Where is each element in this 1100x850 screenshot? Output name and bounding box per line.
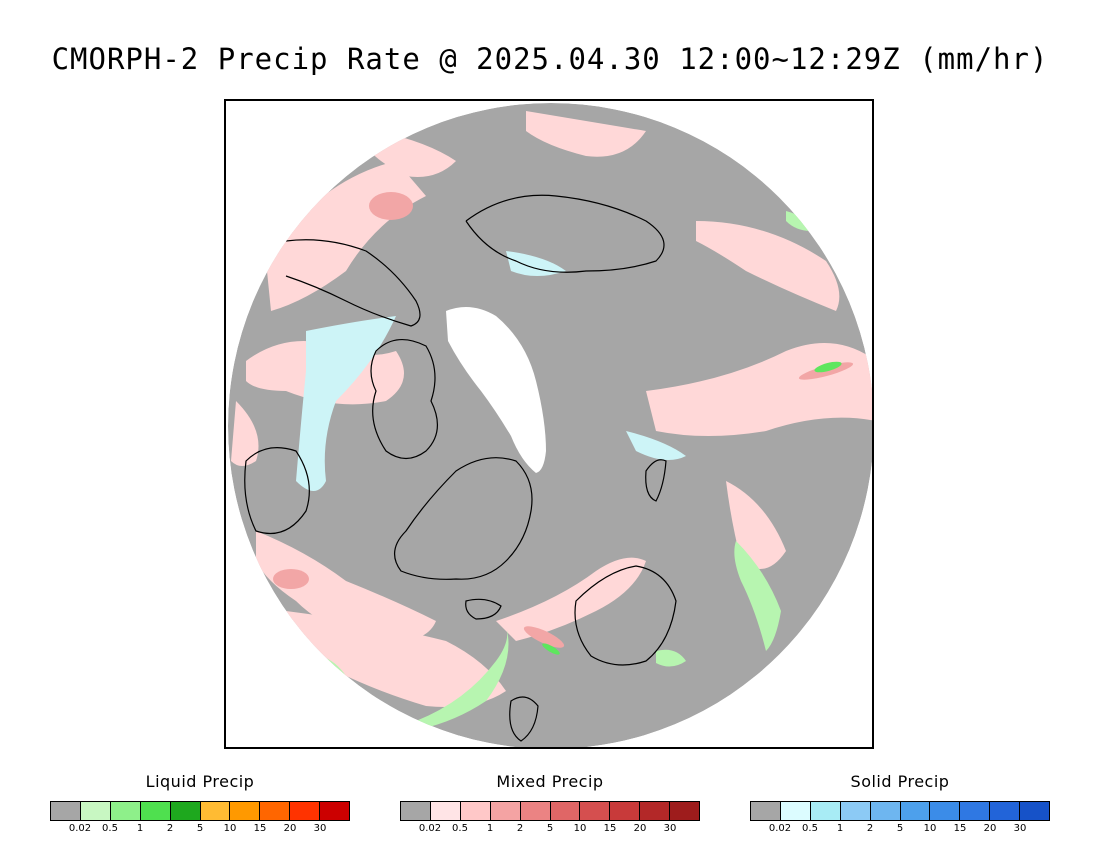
legend-swatch	[751, 802, 781, 820]
legend-title: Mixed Precip	[496, 772, 604, 791]
legend-tick-label: 15	[253, 823, 267, 834]
legend-tick-label: 1	[836, 823, 844, 834]
legend-liquid: Liquid Precip 0.02 0.5 1 2 5 10 15 20 30	[50, 772, 350, 835]
legend-colorbar	[400, 801, 700, 821]
legend-swatch	[870, 802, 901, 820]
siberia-coast	[465, 194, 665, 273]
legend-tick-label: 0.02	[418, 823, 442, 834]
legend-swatch	[960, 802, 991, 820]
legend-tick-label: 0.02	[68, 823, 92, 834]
map-frame	[224, 99, 874, 749]
legend-swatch	[430, 802, 461, 820]
legend-swatch	[110, 802, 141, 820]
canadian-archipelago	[370, 339, 438, 460]
legend-swatch	[550, 802, 581, 820]
legend-title: Solid Precip	[850, 772, 950, 791]
legend-title: Liquid Precip	[145, 772, 255, 791]
legend-swatch	[810, 802, 841, 820]
novaya-zemlya	[645, 459, 667, 502]
legend-swatch	[80, 802, 111, 820]
legend-tick-label: 20	[633, 823, 647, 834]
legend-swatch	[670, 802, 700, 820]
liquid-precip-moderate	[542, 361, 842, 655]
legend-tick-label: 15	[603, 823, 617, 834]
british-isles	[509, 696, 539, 742]
legend-swatch	[520, 802, 551, 820]
legend-tick-label: 0.5	[102, 823, 118, 834]
legend-swatch	[1020, 802, 1050, 820]
legend-swatch	[900, 802, 931, 820]
legend-colorbar	[50, 801, 350, 821]
sea-ice-area	[446, 307, 546, 473]
legend-swatch	[51, 802, 81, 820]
legend-swatch	[580, 802, 611, 820]
legend-tick-label: 10	[223, 823, 237, 834]
legend-tick-label: 0.02	[768, 823, 792, 834]
coastlines	[244, 194, 677, 742]
legend-tick-label: 20	[983, 823, 997, 834]
legend-tick-label: 30	[663, 823, 677, 834]
legend-swatch	[840, 802, 871, 820]
no-precip-background	[228, 103, 872, 747]
legend-tick-label: 2	[166, 823, 174, 834]
legend-tick-label: 2	[866, 823, 874, 834]
polar-map	[228, 103, 872, 747]
legend-tick-label: 20	[283, 823, 297, 834]
legend-swatch	[230, 802, 261, 820]
legend-swatch	[930, 802, 961, 820]
legend-swatch	[200, 802, 231, 820]
legend-swatch	[490, 802, 521, 820]
legend-tick-label: 1	[136, 823, 144, 834]
legend-swatch	[290, 802, 321, 820]
legend-swatch	[170, 802, 201, 820]
legend-tick-label: 10	[923, 823, 937, 834]
legend-tick-label: 0.5	[802, 823, 818, 834]
legend-ticks: 0.02 0.5 1 2 5 10 15 20 30	[50, 821, 350, 835]
legend-tick-label: 5	[196, 823, 204, 834]
legend-swatch	[401, 802, 431, 820]
legend-tick-label: 30	[1013, 823, 1027, 834]
alaska-coast	[285, 239, 421, 327]
legend-ticks: 0.02 0.5 1 2 5 10 15 20 30	[400, 821, 700, 835]
legend-tick-label: 2	[516, 823, 524, 834]
legend-colorbar	[750, 801, 1050, 821]
legend-swatch	[640, 802, 671, 820]
iceland	[465, 598, 502, 620]
legend-tick-label: 15	[953, 823, 967, 834]
legend-tick-label: 1	[486, 823, 494, 834]
legend-mixed: Mixed Precip 0.02 0.5 1 2 5 10 15 20 30	[400, 772, 700, 835]
legend-tick-label: 0.5	[452, 823, 468, 834]
legend-solid: Solid Precip 0.02 0.5 1 2 5 10 15 20 30	[750, 772, 1050, 835]
legend-swatch	[610, 802, 641, 820]
legend-tick-label: 30	[313, 823, 327, 834]
map-title: CMORPH-2 Precip Rate @ 2025.04.30 12:00~…	[51, 42, 1049, 76]
legend-tick-label: 5	[546, 823, 554, 834]
hudson-bay-coast	[244, 447, 310, 535]
legend-ticks: 0.02 0.5 1 2 5 10 15 20 30	[750, 821, 1050, 835]
legend-swatch	[260, 802, 291, 820]
solid-precip-regions	[296, 251, 686, 491]
greenland	[394, 457, 533, 580]
legend-swatch	[780, 802, 811, 820]
legend-tick-label: 10	[573, 823, 587, 834]
legend-swatch	[990, 802, 1021, 820]
scandinavia	[574, 565, 677, 666]
legend-tick-label: 5	[896, 823, 904, 834]
legend-swatch	[320, 802, 350, 820]
legend-swatch	[140, 802, 171, 820]
legend-swatch	[460, 802, 491, 820]
